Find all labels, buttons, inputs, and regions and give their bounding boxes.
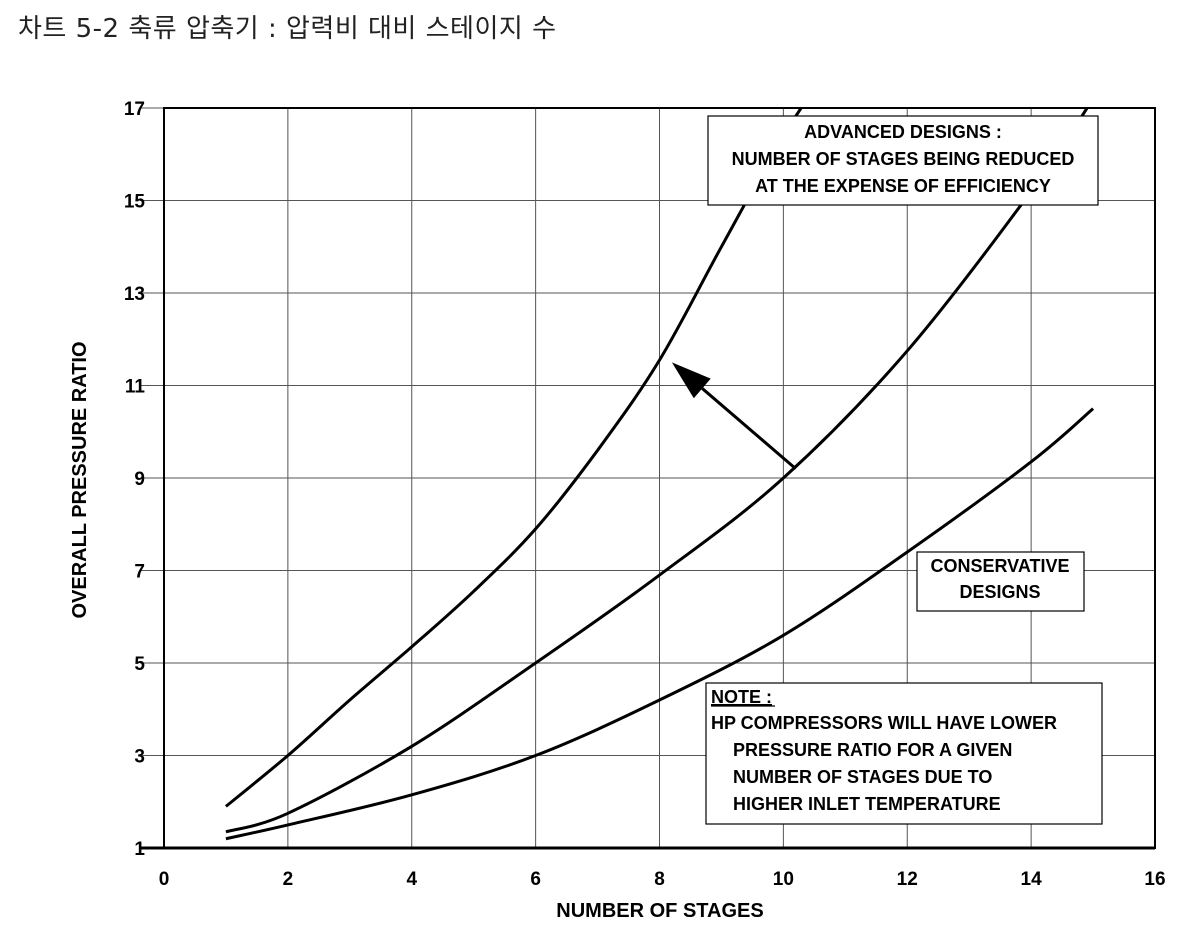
x-tick-label-7: 14 — [1021, 869, 1043, 890]
note-line-1: HP COMPRESSORS WILL HAVE LOWER — [711, 713, 1057, 733]
y-tick-label-0: 1 — [134, 839, 145, 860]
note-line-3: NUMBER OF STAGES DUE TO — [733, 767, 992, 787]
note-title: NOTE : — [711, 687, 772, 707]
y-tick-label-4: 9 — [134, 469, 145, 490]
x-tick-label-2: 4 — [406, 869, 417, 890]
conservative-line-2: DESIGNS — [959, 582, 1040, 602]
y-tick-label-7: 15 — [124, 192, 146, 213]
x-tick-label-6: 12 — [897, 869, 918, 890]
series-line-2 — [225, 108, 1089, 834]
conservative-line-1: CONSERVATIVE — [930, 556, 1069, 576]
plot-frame — [140, 107, 1156, 850]
y-tick-label-2: 5 — [134, 654, 145, 675]
x-tick-label-5: 10 — [773, 869, 794, 890]
arrow — [671, 362, 797, 470]
y-axis-title: OVERALL PRESSURE RATIO — [69, 341, 91, 618]
advanced-line-3: AT THE EXPENSE OF EFFICIENCY — [755, 176, 1051, 196]
note-line-4: HIGHER INLET TEMPERATURE — [733, 794, 1001, 814]
note-line-2: PRESSURE RATIO FOR A GIVEN — [733, 740, 1012, 760]
page-title: 차트 5-2 축류 압축기 : 압력비 대비 스테이지 수 — [18, 14, 557, 44]
note-box: NOTE : HP COMPRESSORS WILL HAVE LOWER PR… — [705, 682, 1103, 825]
y-tick-label-1: 3 — [134, 747, 145, 768]
x-tick-label-8: 16 — [1144, 869, 1165, 890]
x-tick-label-4: 8 — [654, 869, 665, 890]
x-axis-title: NUMBER OF STAGES — [556, 900, 763, 922]
x-tick-label-3: 6 — [530, 869, 541, 890]
y-tick-label-8: 17 — [124, 99, 145, 120]
arrow-head — [671, 362, 711, 399]
y-tick-label-6: 13 — [124, 284, 145, 305]
arrow-shaft — [701, 387, 797, 470]
x-tick-label-1: 2 — [283, 869, 294, 890]
y-tick-label-5: 11 — [125, 377, 146, 398]
conservative-designs-box: CONSERVATIVE DESIGNS — [916, 551, 1085, 612]
advanced-line-1: ADVANCED DESIGNS : — [804, 122, 1002, 142]
series-line-3 — [225, 407, 1095, 841]
series-line-1 — [224, 108, 803, 808]
curves — [224, 108, 1095, 841]
advanced-designs-box: ADVANCED DESIGNS : NUMBER OF STAGES BEIN… — [707, 115, 1099, 206]
x-tick-label-0: 0 — [159, 869, 170, 890]
y-tick-label-3: 7 — [134, 562, 145, 583]
advanced-line-2: NUMBER OF STAGES BEING REDUCED — [732, 149, 1075, 169]
